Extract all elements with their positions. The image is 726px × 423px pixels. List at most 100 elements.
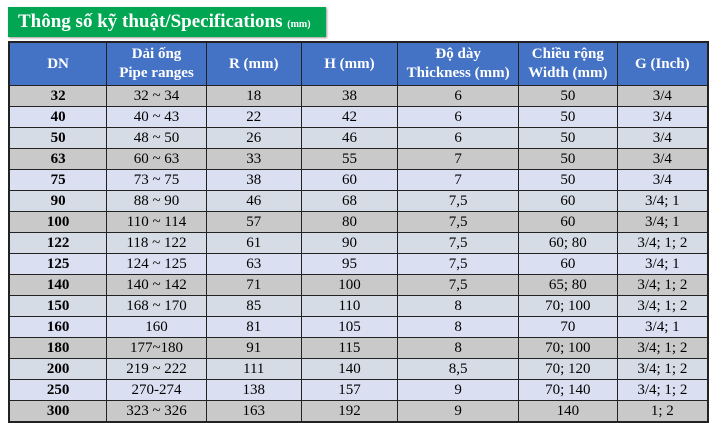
table-row: 100 110 ~ 114 57 80 7,5 60 3/4; 1 — [8, 211, 709, 233]
cell-g: 3/4 — [616, 106, 709, 128]
cell-pipe-ranges: 73 ~ 75 — [106, 169, 207, 191]
header-thickness: Độ dày Thickness (mm) — [397, 41, 519, 86]
cell-h: 95 — [300, 253, 399, 275]
cell-pipe-ranges: 118 ~ 122 — [106, 232, 207, 254]
cell-width: 50 — [518, 85, 618, 107]
cell-h: 105 — [300, 316, 399, 338]
cell-r: 22 — [205, 106, 302, 128]
cell-h: 68 — [300, 190, 399, 212]
cell-h: 192 — [300, 400, 399, 423]
cell-r: 85 — [205, 295, 302, 317]
cell-width: 50 — [518, 127, 618, 149]
cell-r: 91 — [205, 337, 302, 359]
cell-pipe-ranges: 323 ~ 326 — [106, 400, 207, 423]
cell-thickness: 7,5 — [397, 232, 519, 254]
cell-pipe-ranges: 124 ~ 125 — [106, 253, 207, 275]
cell-pipe-ranges: 270-274 — [106, 379, 207, 401]
table-row: 50 48 ~ 50 26 46 6 50 3/4 — [8, 127, 709, 149]
cell-h: 157 — [300, 379, 399, 401]
cell-g: 3/4 — [616, 85, 709, 107]
cell-g: 3/4; 1; 2 — [616, 358, 709, 380]
cell-dn: 200 — [8, 358, 108, 380]
cell-thickness: 8 — [397, 316, 519, 338]
header-r: R (mm) — [205, 41, 302, 86]
cell-dn: 160 — [8, 316, 108, 338]
cell-pipe-ranges: 48 ~ 50 — [106, 127, 207, 149]
cell-g: 3/4; 1 — [616, 253, 709, 275]
table-row: 122 118 ~ 122 61 90 7,5 60; 80 3/4; 1; 2 — [8, 232, 709, 254]
cell-thickness: 9 — [397, 379, 519, 401]
cell-r: 33 — [205, 148, 302, 170]
cell-dn: 40 — [8, 106, 108, 128]
table-row: 160 160 81 105 8 70 3/4; 1 — [8, 316, 709, 338]
cell-thickness: 7,5 — [397, 274, 519, 296]
cell-g: 1; 2 — [616, 400, 709, 423]
table-row: 75 73 ~ 75 38 60 7 50 3/4 — [8, 169, 709, 191]
header-dn: DN — [8, 41, 108, 86]
cell-width: 140 — [518, 400, 618, 423]
cell-g: 3/4 — [616, 148, 709, 170]
cell-h: 100 — [300, 274, 399, 296]
cell-pipe-ranges: 60 ~ 63 — [106, 148, 207, 170]
cell-r: 81 — [205, 316, 302, 338]
cell-g: 3/4 — [616, 127, 709, 149]
cell-width: 65; 80 — [518, 274, 618, 296]
cell-g: 3/4; 1; 2 — [616, 295, 709, 317]
table-row: 140 140 ~ 142 71 100 7,5 65; 80 3/4; 1; 2 — [8, 274, 709, 296]
cell-dn: 63 — [8, 148, 108, 170]
cell-r: 61 — [205, 232, 302, 254]
cell-thickness: 9 — [397, 400, 519, 423]
table-row: 180 177~180 91 115 8 70; 100 3/4; 1; 2 — [8, 337, 709, 359]
cell-r: 26 — [205, 127, 302, 149]
cell-h: 38 — [300, 85, 399, 107]
cell-pipe-ranges: 177~180 — [106, 337, 207, 359]
title-unit: (mm) — [287, 19, 311, 30]
cell-dn: 180 — [8, 337, 108, 359]
cell-g: 3/4; 1; 2 — [616, 232, 709, 254]
cell-g: 3/4; 1 — [616, 211, 709, 233]
table-row: 32 32 ~ 34 18 38 6 50 3/4 — [8, 85, 709, 107]
header-row: DN Dải ống Pipe ranges R (mm) H (mm) Độ dày … — [8, 41, 709, 86]
cell-thickness: 7 — [397, 169, 519, 191]
cell-thickness: 8,5 — [397, 358, 519, 380]
cell-width: 70; 120 — [518, 358, 618, 380]
specifications-table: DN Dải ống Pipe ranges R (mm) H (mm) Độ dày … — [8, 41, 709, 423]
cell-g: 3/4; 1; 2 — [616, 274, 709, 296]
section-title: Thông số kỹ thuật/Specifications (mm) — [8, 7, 326, 37]
cell-width: 60; 80 — [518, 232, 618, 254]
cell-pipe-ranges: 32 ~ 34 — [106, 85, 207, 107]
cell-thickness: 6 — [397, 85, 519, 107]
cell-width: 70; 100 — [518, 295, 618, 317]
cell-dn: 100 — [8, 211, 108, 233]
header-g: G (Inch) — [616, 41, 709, 86]
cell-dn: 90 — [8, 190, 108, 212]
cell-h: 55 — [300, 148, 399, 170]
table-row: 63 60 ~ 63 33 55 7 50 3/4 — [8, 148, 709, 170]
cell-dn: 125 — [8, 253, 108, 275]
cell-r: 38 — [205, 169, 302, 191]
cell-thickness: 7,5 — [397, 253, 519, 275]
table-row: 300 323 ~ 326 163 192 9 140 1; 2 — [8, 400, 709, 423]
table-row: 125 124 ~ 125 63 95 7,5 60 3/4; 1 — [8, 253, 709, 275]
table-row: 250 270-274 138 157 9 70; 140 3/4; 1; 2 — [8, 379, 709, 401]
title-text: Thông số kỹ thuật/Specifications — [18, 11, 283, 32]
cell-thickness: 6 — [397, 106, 519, 128]
cell-thickness: 8 — [397, 337, 519, 359]
cell-dn: 75 — [8, 169, 108, 191]
cell-width: 70 — [518, 316, 618, 338]
cell-r: 63 — [205, 253, 302, 275]
cell-g: 3/4; 1 — [616, 316, 709, 338]
cell-h: 140 — [300, 358, 399, 380]
cell-g: 3/4; 1; 2 — [616, 379, 709, 401]
cell-g: 3/4 — [616, 169, 709, 191]
cell-h: 90 — [300, 232, 399, 254]
cell-pipe-ranges: 168 ~ 170 — [106, 295, 207, 317]
cell-pipe-ranges: 40 ~ 43 — [106, 106, 207, 128]
cell-g: 3/4; 1; 2 — [616, 337, 709, 359]
cell-width: 60 — [518, 190, 618, 212]
header-width: Chiều rộng Width (mm) — [518, 41, 618, 86]
cell-r: 46 — [205, 190, 302, 212]
cell-h: 115 — [300, 337, 399, 359]
cell-pipe-ranges: 219 ~ 222 — [106, 358, 207, 380]
cell-width: 60 — [518, 253, 618, 275]
